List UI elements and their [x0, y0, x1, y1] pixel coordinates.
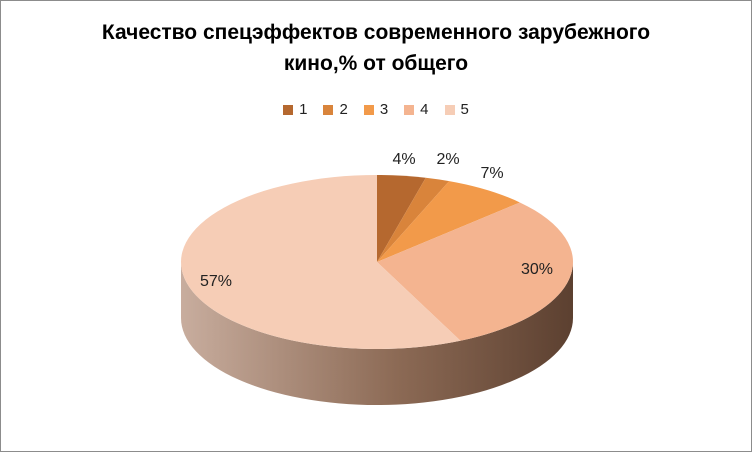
- chart-title-line-2: кино,% от общего: [283, 52, 469, 75]
- legend-swatch-5: [444, 104, 455, 115]
- legend-label-5: 5: [460, 101, 469, 118]
- legend-label-1: 1: [299, 101, 308, 118]
- legend-swatch-2: [323, 104, 334, 115]
- data-label-5: 57%: [200, 273, 232, 290]
- pie-slice-2: [377, 177, 450, 262]
- legend-item-1: 1: [283, 101, 307, 118]
- legend-item-2: 2: [323, 101, 348, 118]
- legend-item-5: 5: [444, 101, 469, 118]
- legend-label-3: 3: [379, 101, 389, 118]
- data-label-4: 30%: [521, 261, 553, 278]
- legend-label-4: 4: [420, 101, 429, 118]
- legend-label-2: 2: [339, 101, 348, 118]
- pie-slice-5: [180, 175, 461, 349]
- data-label-3: 7%: [480, 165, 503, 182]
- data-label-1: 4%: [392, 151, 415, 168]
- legend-item-3: 3: [363, 101, 389, 118]
- chart-title-line-1: Качество спецэффектов современного заруб…: [101, 21, 651, 44]
- pie-slice-4: [377, 202, 573, 341]
- data-label-2: 2%: [436, 151, 459, 168]
- pie-slice-1: [377, 175, 426, 262]
- legend-swatch-1: [283, 104, 294, 115]
- legend: 1 2 3 4 5: [0, 101, 752, 118]
- pie-side-wall: [181, 262, 573, 405]
- legend-swatch-3: [363, 104, 374, 115]
- legend-item-4: 4: [404, 101, 429, 118]
- chart-title: Качество спецэффектов современного заруб…: [0, 17, 752, 79]
- pie-slice-3: [377, 181, 520, 262]
- legend-swatch-4: [404, 104, 415, 115]
